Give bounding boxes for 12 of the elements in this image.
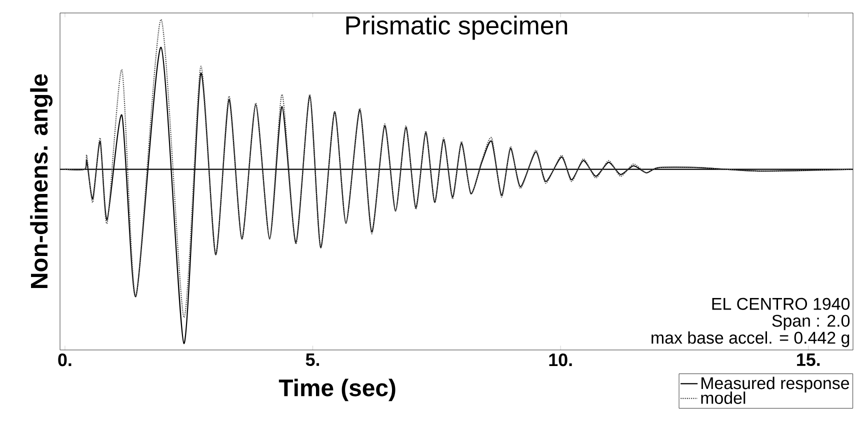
chart-title: Prismatic specimen	[346, 16, 568, 40]
x-tick-label: 15.	[797, 354, 820, 366]
annotation: max base accel. = 0.442 g	[652, 331, 850, 348]
annotation: EL CENTRO 1940	[712, 298, 850, 310]
x-tick-label: 10.	[549, 353, 572, 366]
x-tick-label: 5.	[306, 354, 320, 366]
y-axis-title: Non-dimens. angle	[30, 74, 53, 288]
legend-label: Measured response	[702, 376, 850, 393]
annotation: Span : 2.0	[772, 314, 850, 330]
x-axis-title: Time (sec)	[278, 378, 396, 402]
x-tick-label: 0.	[58, 353, 72, 366]
legend-label: model	[701, 392, 746, 404]
